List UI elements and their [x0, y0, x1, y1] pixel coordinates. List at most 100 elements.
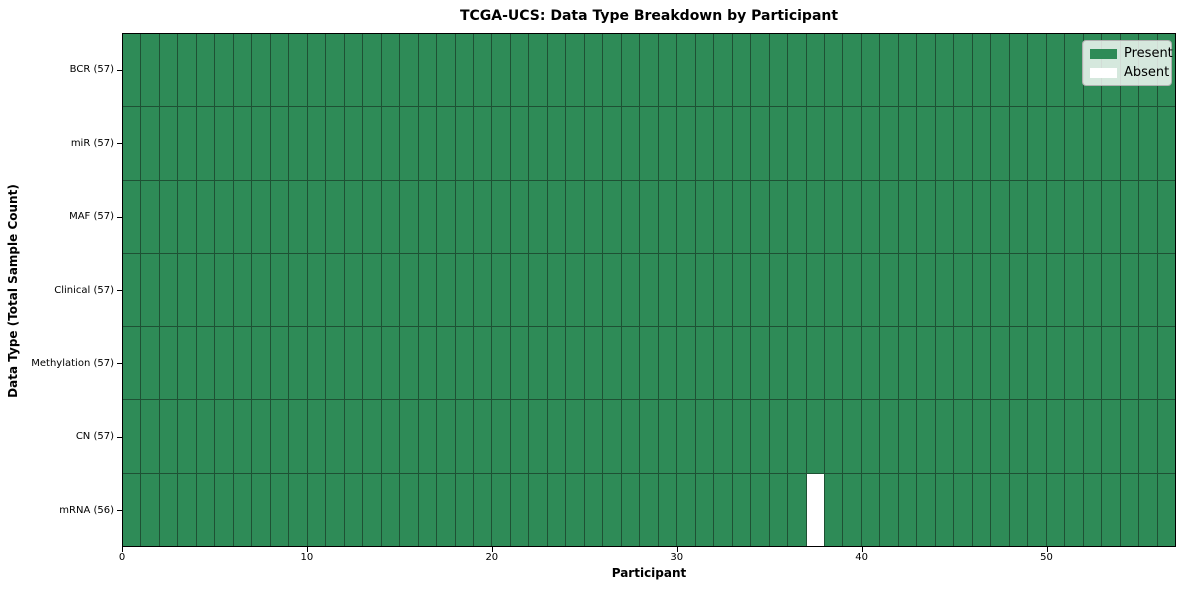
heatmap-cell-present: [1120, 180, 1139, 253]
heatmap-cell-present: [178, 107, 196, 180]
heatmap-cell-present: [196, 180, 215, 253]
heatmap-cell-present: [1065, 180, 1083, 253]
heatmap-cell-present: [880, 473, 898, 546]
heatmap-cell-present: [418, 34, 437, 107]
heatmap-cell-present: [806, 327, 824, 400]
heatmap-cell-present: [566, 327, 584, 400]
heatmap-cell-present: [917, 180, 935, 253]
heatmap-cell-present: [547, 253, 566, 327]
heatmap-cell-present: [880, 327, 898, 400]
heatmap-cell-present: [529, 107, 547, 180]
heatmap-cell-present: [1028, 107, 1046, 180]
heatmap-cell-present: [806, 107, 824, 180]
heatmap-cell-present: [547, 473, 566, 546]
heatmap-cell-present: [159, 327, 178, 400]
y-tick-label: MAF (57): [69, 211, 114, 223]
heatmap-cell-present: [547, 34, 566, 107]
heatmap-cell-present: [898, 253, 917, 327]
heatmap-cell-present: [289, 34, 307, 107]
heatmap-cell-present: [584, 473, 603, 546]
heatmap-cell-present: [566, 34, 584, 107]
heatmap-cell-present: [1009, 400, 1028, 473]
heatmap-cell-present: [437, 253, 455, 327]
heatmap-cell-present: [123, 327, 141, 400]
heatmap-cell-present: [898, 400, 917, 473]
heatmap-cell-present: [972, 34, 991, 107]
heatmap-cell-present: [603, 107, 621, 180]
heatmap-cell-present: [861, 253, 880, 327]
heatmap-cell-present: [400, 327, 418, 400]
heatmap-cell-present: [529, 34, 547, 107]
heatmap-cell-present: [640, 34, 658, 107]
y-tick-mark: [117, 143, 122, 145]
legend-swatch: [1090, 48, 1117, 59]
heatmap-cell-present: [400, 180, 418, 253]
heatmap-cell-present: [455, 180, 473, 253]
heatmap-cell-present: [1028, 473, 1046, 546]
heatmap-cell-present: [326, 253, 344, 327]
heatmap-cell-present: [418, 107, 437, 180]
heatmap-cell-present: [991, 327, 1009, 400]
heatmap-cell-present: [418, 327, 437, 400]
heatmap-cell-present: [935, 107, 954, 180]
heatmap-cell-present: [603, 400, 621, 473]
heatmap-cell-present: [510, 253, 529, 327]
heatmap-cell-present: [917, 327, 935, 400]
heatmap-cell-present: [1139, 400, 1157, 473]
heatmap-cell-present: [344, 253, 363, 327]
heatmap-cell-present: [806, 400, 824, 473]
heatmap-cell-present: [861, 180, 880, 253]
legend-label: Present: [1124, 46, 1173, 61]
heatmap-cell-present: [825, 327, 843, 400]
heatmap-cell-present: [141, 180, 159, 253]
x-axis-label: Participant: [611, 566, 687, 580]
heatmap-cell-present: [400, 107, 418, 180]
heatmap-cell-present: [1120, 253, 1139, 327]
heatmap-cell-present: [270, 473, 289, 546]
heatmap-cell-present: [1046, 107, 1065, 180]
heatmap-cell-present: [788, 180, 806, 253]
heatmap-cell-present: [492, 327, 510, 400]
y-tick-label: Clinical (57): [54, 284, 114, 296]
heatmap-cell-present: [603, 34, 621, 107]
heatmap-cell-present: [474, 327, 492, 400]
heatmap-cell-present: [363, 107, 381, 180]
heatmap-cell-present: [898, 180, 917, 253]
heatmap-cell-present: [732, 180, 751, 253]
heatmap-cell-present: [270, 327, 289, 400]
heatmap-cell-present: [1139, 327, 1157, 400]
heatmap-cell-present: [972, 400, 991, 473]
heatmap-cell-present: [732, 473, 751, 546]
heatmap-cell-present: [381, 107, 400, 180]
heatmap-cell-present: [1046, 327, 1065, 400]
heatmap-cell-present: [917, 34, 935, 107]
heatmap-cell-present: [363, 400, 381, 473]
heatmap-cell-present: [381, 253, 400, 327]
y-tick-mark: [117, 69, 122, 71]
heatmap-cell-present: [381, 34, 400, 107]
heatmap-cell-present: [658, 253, 677, 327]
heatmap-cell-present: [880, 180, 898, 253]
heatmap-cell-present: [418, 473, 437, 546]
heatmap-cell-present: [732, 34, 751, 107]
heatmap-cell-present: [769, 107, 788, 180]
heatmap-cell-present: [178, 180, 196, 253]
heatmap-cell-present: [233, 180, 252, 253]
x-tick-mark: [676, 547, 678, 552]
heatmap-cell-present: [123, 34, 141, 107]
heatmap-cell-present: [455, 107, 473, 180]
heatmap-cell-present: [344, 34, 363, 107]
heatmap-cell-present: [825, 400, 843, 473]
heatmap-cell-present: [843, 473, 861, 546]
heatmap-cell-present: [861, 34, 880, 107]
heatmap-cell-present: [621, 327, 640, 400]
x-tick-label: 0: [118, 552, 126, 563]
heatmap-cell-present: [455, 400, 473, 473]
heatmap-cell-present: [363, 253, 381, 327]
heatmap-cell-present: [1120, 473, 1139, 546]
heatmap-cell-present: [991, 473, 1009, 546]
heatmap-cell-present: [603, 473, 621, 546]
heatmap-cell-present: [658, 473, 677, 546]
heatmap-cell-present: [621, 34, 640, 107]
x-tick-mark: [1046, 547, 1048, 552]
